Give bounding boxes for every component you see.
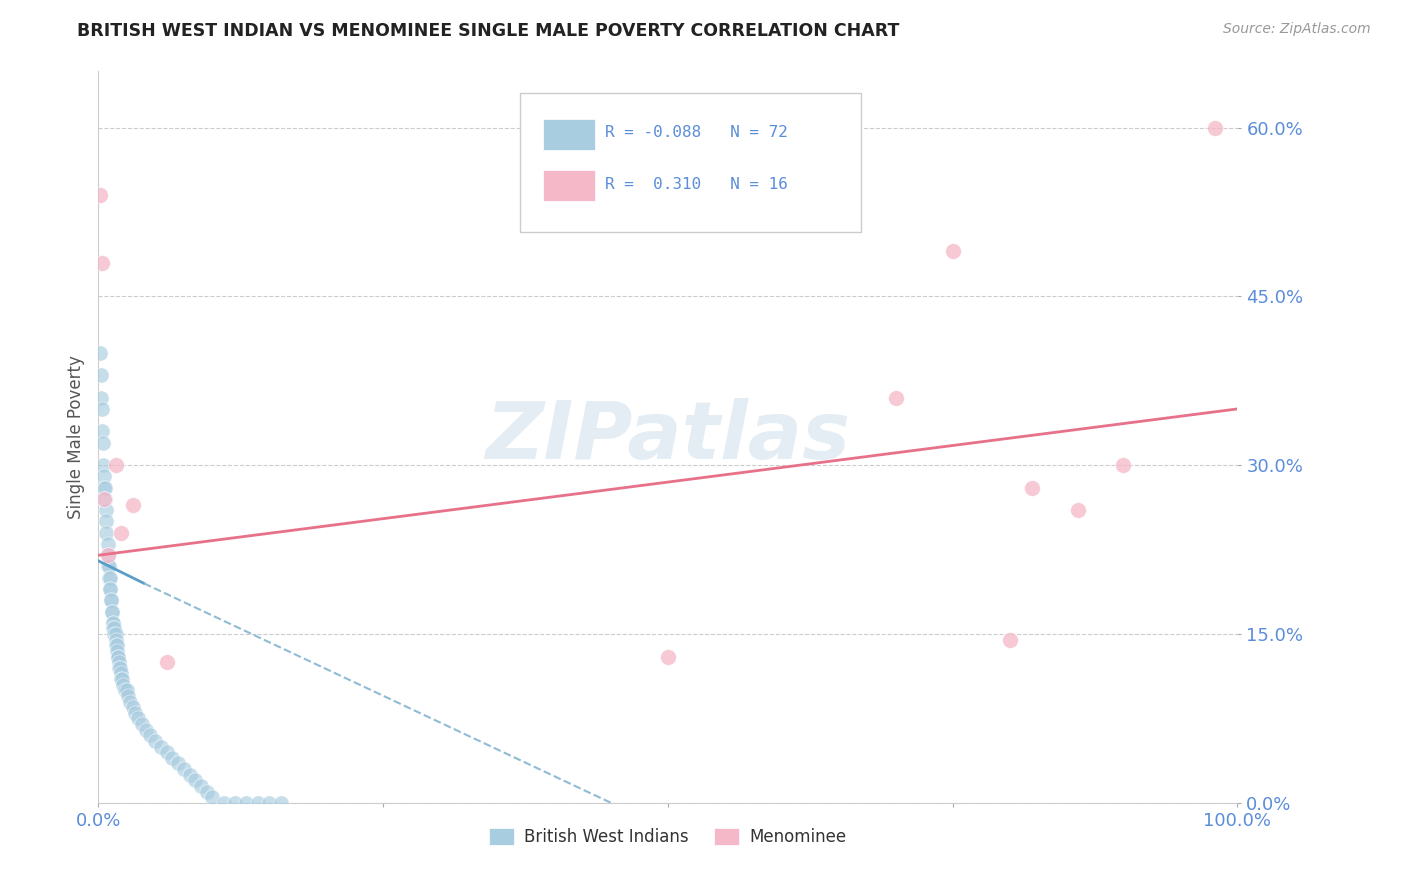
Point <box>90 368 112 383</box>
Point <box>110 666 132 681</box>
Point <box>1112 458 1135 473</box>
Point <box>124 706 146 720</box>
Point <box>112 678 135 692</box>
Point <box>93 469 115 483</box>
Point <box>224 796 246 810</box>
Point <box>104 638 127 652</box>
Point <box>179 767 201 781</box>
Point <box>270 796 292 810</box>
Point <box>96 503 118 517</box>
Text: Source: ZipAtlas.com: Source: ZipAtlas.com <box>1223 22 1371 37</box>
FancyBboxPatch shape <box>520 94 862 232</box>
Point <box>657 649 679 664</box>
Text: R =  0.310   N = 16: R = 0.310 N = 16 <box>605 177 789 192</box>
Point <box>131 717 153 731</box>
Point <box>246 796 269 810</box>
Point <box>100 593 122 607</box>
Text: R = -0.088   N = 72: R = -0.088 N = 72 <box>605 125 789 140</box>
Point <box>117 689 139 703</box>
Point <box>121 498 143 512</box>
Point <box>104 458 127 473</box>
Point <box>156 655 179 669</box>
Point <box>97 571 120 585</box>
Point <box>998 632 1021 647</box>
Point <box>108 655 131 669</box>
Point <box>138 728 160 742</box>
Point <box>103 627 125 641</box>
Legend: British West Indians, Menominee: British West Indians, Menominee <box>482 822 853 853</box>
Point <box>195 784 218 798</box>
Point <box>94 481 117 495</box>
Point <box>96 525 118 540</box>
Y-axis label: Single Male Poverty: Single Male Poverty <box>66 355 84 519</box>
Point <box>96 537 118 551</box>
Point <box>104 632 127 647</box>
Point <box>103 621 125 635</box>
Point <box>942 244 965 259</box>
Point <box>97 559 120 574</box>
Point <box>150 739 173 754</box>
Point <box>101 605 124 619</box>
Point <box>212 796 235 810</box>
Point <box>108 661 131 675</box>
Point <box>884 391 907 405</box>
Point <box>94 491 117 506</box>
Point <box>90 401 112 416</box>
Point <box>235 796 257 810</box>
Point <box>201 790 224 805</box>
Point <box>98 582 121 596</box>
Point <box>173 762 195 776</box>
Point <box>103 621 125 635</box>
Point <box>104 627 127 641</box>
Point <box>121 700 143 714</box>
Point <box>96 559 118 574</box>
Point <box>111 672 134 686</box>
Point <box>96 515 118 529</box>
Point <box>127 711 149 725</box>
Point <box>115 683 138 698</box>
Point <box>103 615 125 630</box>
Point <box>108 661 131 675</box>
Point <box>90 391 112 405</box>
Point <box>105 638 128 652</box>
Point <box>96 548 118 562</box>
Point <box>90 255 112 269</box>
Point <box>93 481 115 495</box>
Point <box>105 644 128 658</box>
Point <box>110 672 132 686</box>
Point <box>90 425 112 439</box>
Point <box>89 188 111 202</box>
Point <box>145 734 167 748</box>
Point <box>98 582 121 596</box>
Point <box>184 773 207 788</box>
Point <box>135 723 157 737</box>
Point <box>167 756 190 771</box>
Text: BRITISH WEST INDIAN VS MENOMINEE SINGLE MALE POVERTY CORRELATION CHART: BRITISH WEST INDIAN VS MENOMINEE SINGLE … <box>77 22 900 40</box>
Point <box>107 649 129 664</box>
Point <box>259 796 281 810</box>
FancyBboxPatch shape <box>543 170 595 201</box>
Point <box>107 649 129 664</box>
Point <box>1021 481 1043 495</box>
Point <box>162 751 184 765</box>
Point <box>156 745 179 759</box>
Point <box>103 615 125 630</box>
Point <box>101 605 124 619</box>
Point <box>91 435 114 450</box>
Point <box>120 694 142 708</box>
Point <box>100 593 122 607</box>
Text: ZIPatlas: ZIPatlas <box>485 398 851 476</box>
Point <box>1204 120 1226 135</box>
Point <box>91 458 114 473</box>
Point <box>114 683 136 698</box>
FancyBboxPatch shape <box>543 119 595 150</box>
Point <box>110 525 132 540</box>
Point <box>1067 503 1090 517</box>
Point <box>96 548 118 562</box>
Point <box>98 571 121 585</box>
Point <box>89 345 111 359</box>
Point <box>190 779 212 793</box>
Point <box>93 491 115 506</box>
